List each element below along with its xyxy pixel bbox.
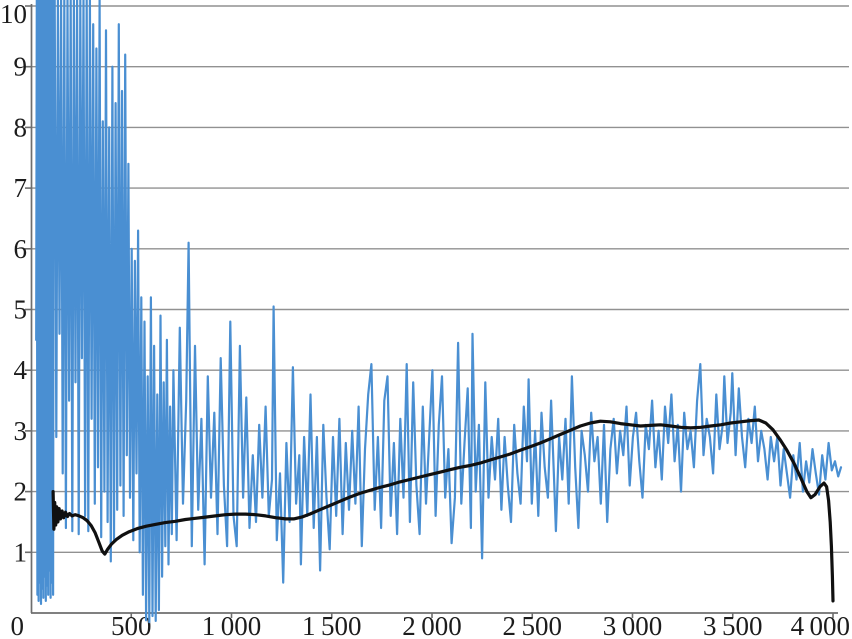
x-tick-label-2000: 2 000 <box>402 611 461 639</box>
y-tick-label-5: 5 <box>14 295 28 325</box>
noisy-signal-line <box>35 0 843 624</box>
x-tick-label-1500: 1 500 <box>302 611 361 639</box>
x-tick-label-2500: 2 500 <box>503 611 562 639</box>
x-tick-label-500: 500 <box>111 611 152 639</box>
y-tick-label-4: 4 <box>14 355 28 385</box>
y-tick-label-10: 10 <box>0 0 27 29</box>
y-tick-label-8: 8 <box>14 112 28 142</box>
x-tick-label-3500: 3 500 <box>703 611 762 639</box>
y-tick-label-3: 3 <box>14 416 28 446</box>
x-tick-label-4000: 4 000 <box>791 611 850 639</box>
y-tick-label-2: 2 <box>14 477 28 507</box>
y-tick-label-1: 1 <box>14 537 28 567</box>
y-tick-label-9: 9 <box>14 52 28 82</box>
y-tick-label-6: 6 <box>14 234 28 264</box>
x-tick-label-0: 0 <box>11 611 25 639</box>
x-tick-label-3000: 3 000 <box>603 611 662 639</box>
y-tick-label-7: 7 <box>14 173 28 203</box>
x-tick-label-1000: 1 000 <box>202 611 261 639</box>
smooth-mean-curve-line <box>51 418 835 603</box>
